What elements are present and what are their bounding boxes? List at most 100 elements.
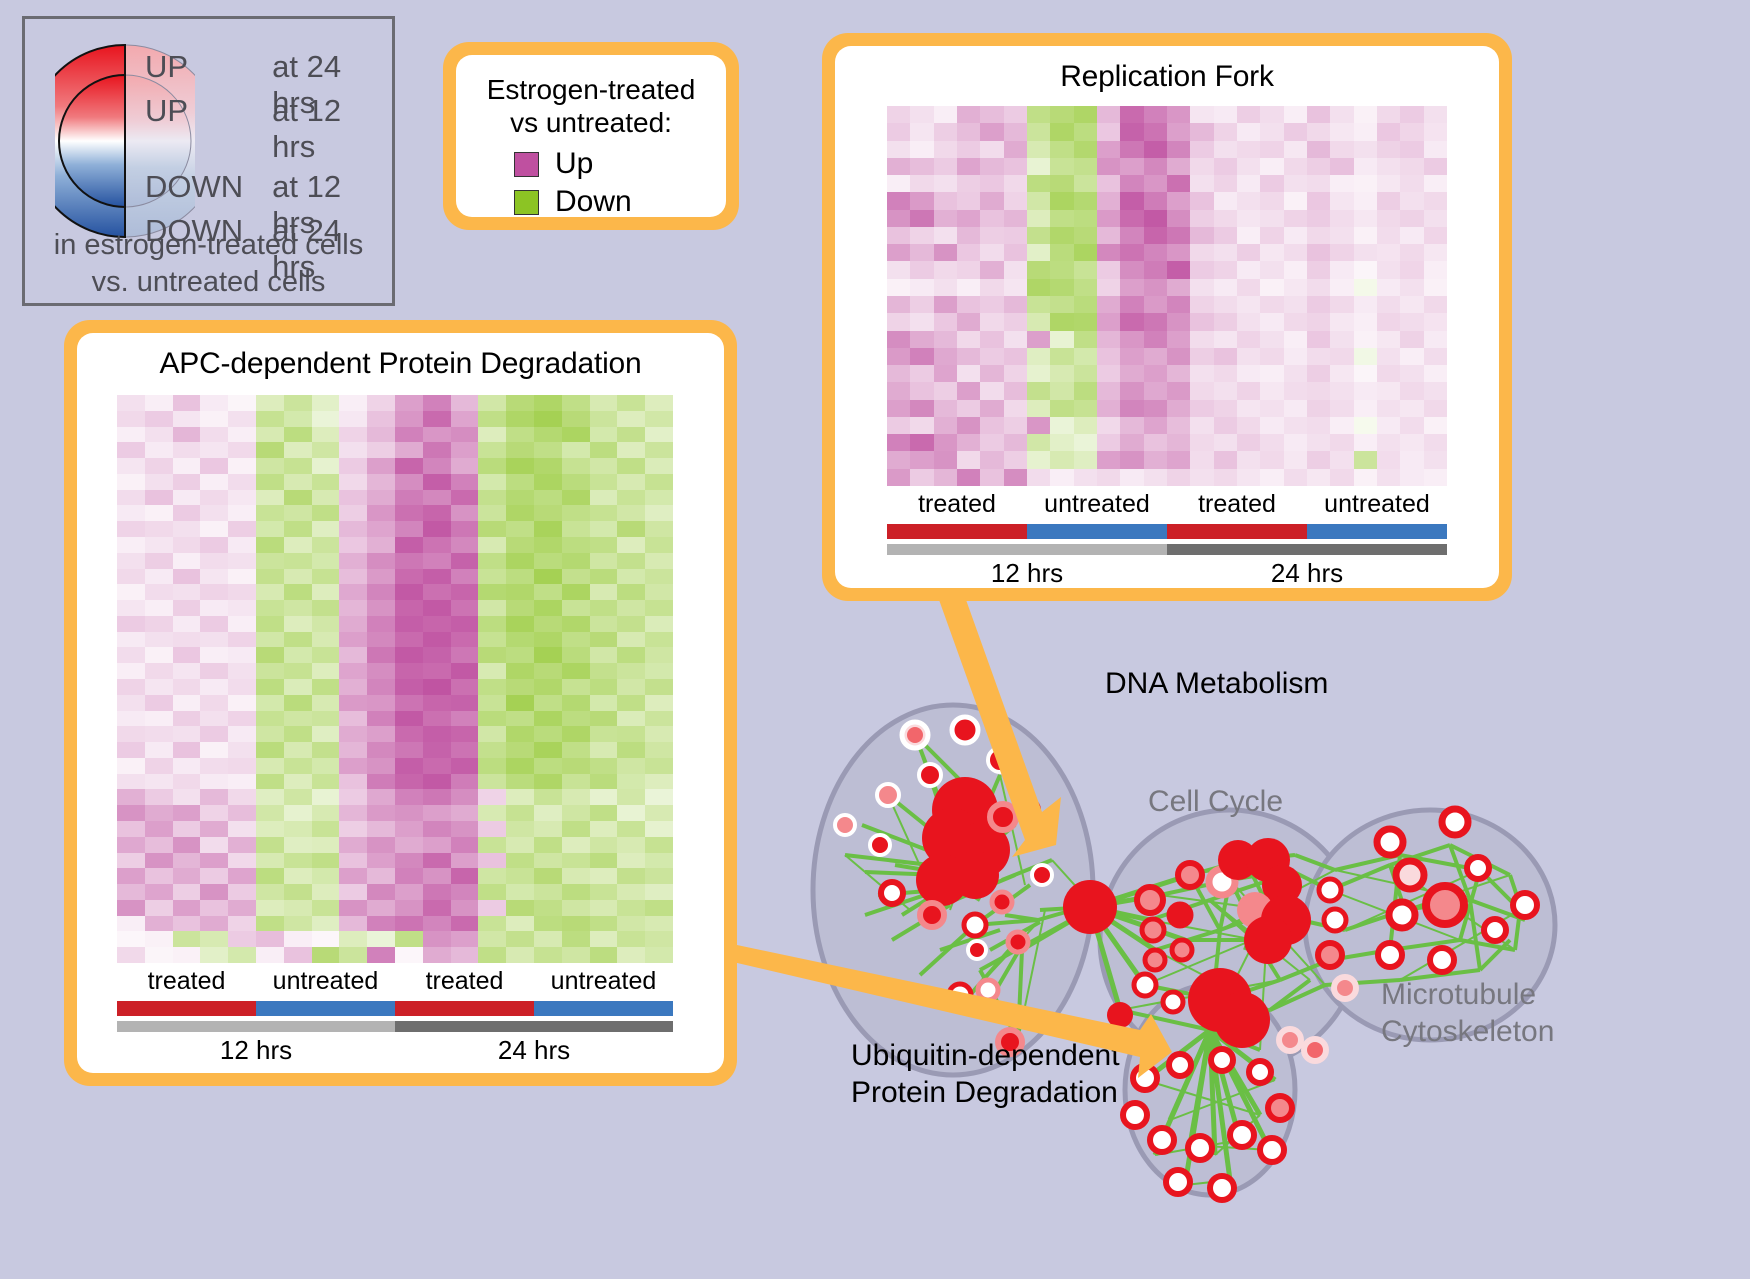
- heatmap-cell: [1260, 347, 1284, 366]
- heatmap-cell: [117, 458, 145, 474]
- network-node-large: [1262, 865, 1302, 905]
- heatmap-cell: [339, 836, 368, 853]
- network-node: [1392, 857, 1428, 893]
- heatmap-cell: [422, 584, 451, 601]
- heatmap-cell: [980, 451, 1004, 469]
- heatmap-cell: [117, 615, 145, 632]
- heatmap-cell: [1330, 382, 1354, 400]
- network-node: [1185, 1133, 1215, 1163]
- heatmap-cell: [1143, 209, 1167, 227]
- heatmap-cell: [367, 505, 395, 522]
- heatmap-cell: [645, 915, 673, 932]
- heatmap-cell: [1003, 313, 1027, 331]
- colorwheel-rows: UP at 24 hrs UP at 12 hrs DOWN at 12 hrs…: [145, 49, 392, 284]
- heatmap-cell: [422, 805, 451, 821]
- heatmap-cell: [450, 521, 479, 537]
- heatmap-cell: [506, 552, 534, 569]
- heatmap-cell: [1073, 468, 1097, 486]
- heatmap-cell: [311, 663, 340, 679]
- heatmap-cell: [933, 416, 957, 435]
- heatmap-cell: [561, 694, 590, 711]
- heatmap-cell: [1143, 347, 1167, 366]
- heatmap-cell: [1027, 278, 1051, 296]
- heatmap-cell: [394, 395, 423, 411]
- heatmap-cell: [311, 678, 340, 695]
- heatmap-cell: [1353, 468, 1377, 486]
- heatmap-cell: [255, 489, 284, 506]
- heatmap-cell: [933, 434, 957, 452]
- heatmap-cell: [561, 757, 590, 774]
- heatmap-cell: [589, 884, 618, 900]
- heatmap-cell: [228, 489, 256, 506]
- heatmap-cell: [144, 647, 173, 664]
- heatmap-cell: [117, 868, 145, 885]
- heatmap-cell: [1330, 209, 1354, 227]
- heatmap-cell: [617, 600, 646, 616]
- heatmap-cell: [311, 426, 340, 443]
- heatmap-cell: [1073, 123, 1097, 141]
- heatmap-cell: [1097, 226, 1121, 245]
- heatmap-cell: [172, 931, 201, 948]
- heatmap-cell: [394, 899, 423, 916]
- heatmap-cell: [228, 647, 256, 664]
- heatmap-cell: [311, 473, 340, 490]
- heatmap-cell: [533, 568, 562, 585]
- heatmap-cell: [506, 536, 534, 553]
- heatmap-cell: [422, 631, 451, 648]
- heatmap-cell: [645, 442, 673, 459]
- heatmap-cell: [228, 552, 256, 569]
- heatmap-cell: [200, 600, 229, 616]
- heatmap-cell: [339, 710, 368, 727]
- network-node: [833, 813, 857, 837]
- heatmap-cell: [422, 742, 451, 758]
- down-color-swatch: [514, 189, 539, 215]
- heatmap-cell: [561, 568, 590, 585]
- heatmap-cell: [228, 631, 256, 648]
- heatmap-cell: [1120, 157, 1144, 176]
- heatmap-cell: [1237, 123, 1261, 141]
- heatmap-cell: [1237, 365, 1261, 383]
- condition-color-segment: [887, 524, 1027, 539]
- heatmap-cell: [910, 226, 934, 245]
- heatmap-cell: [172, 647, 201, 664]
- heatmap-cell: [283, 489, 312, 506]
- heatmap-cell: [1190, 451, 1214, 469]
- heatmap-cell: [1237, 296, 1261, 314]
- heatmap-cell: [1283, 347, 1307, 366]
- heatmap-cell: [367, 678, 395, 695]
- heatmap-cell: [1073, 192, 1097, 210]
- replication-fork-time-bar: [887, 544, 1447, 555]
- heatmap-cell: [1283, 399, 1307, 417]
- heatmap-cell: [1050, 157, 1074, 176]
- heatmap-cell: [311, 615, 340, 632]
- heatmap-cell: [1167, 382, 1191, 400]
- heatmap-cell: [1073, 365, 1097, 383]
- heatmap-cell: [1260, 399, 1284, 417]
- heatmap-cell: [1143, 382, 1167, 400]
- heatmap-cell: [478, 947, 507, 963]
- heatmap-cell: [1307, 468, 1331, 486]
- heatmap-cell: [478, 410, 507, 427]
- heatmap-cell: [1003, 244, 1027, 262]
- heatmap-cell: [645, 678, 673, 695]
- heatmap-cell: [1237, 192, 1261, 210]
- heatmap-cell: [450, 915, 479, 932]
- heatmap-cell: [1143, 157, 1167, 176]
- heatmap-cell: [1003, 175, 1027, 193]
- heatmap-cell: [478, 836, 507, 853]
- heatmap-cell: [200, 757, 229, 774]
- heatmap-cell: [887, 157, 911, 176]
- heatmap-cell: [1400, 192, 1424, 210]
- heatmap-cell: [1423, 347, 1447, 366]
- network-node: [1005, 929, 1031, 955]
- heatmap-cell: [367, 947, 395, 963]
- heatmap-cell: [1400, 416, 1424, 435]
- heatmap-cell: [533, 489, 562, 506]
- heatmap-cell: [589, 473, 618, 490]
- heatmap-cell: [957, 278, 981, 296]
- network-node: [1321, 906, 1349, 934]
- heatmap-cell: [1003, 365, 1027, 383]
- heatmap-cell: [957, 261, 981, 279]
- heatmap-cell: [172, 600, 201, 616]
- heatmap-cell: [255, 915, 284, 932]
